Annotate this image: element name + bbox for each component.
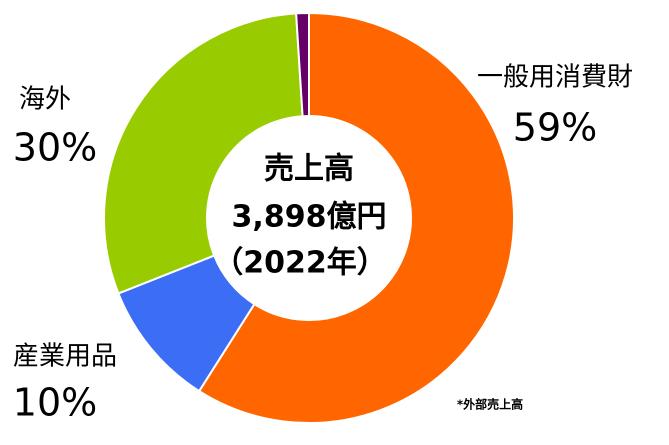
slice <box>103 12 304 295</box>
slice <box>197 11 515 424</box>
value-label: 59% <box>513 106 597 150</box>
center-total: 3,898億円 <box>232 200 387 235</box>
value-label: 30% <box>13 126 97 170</box>
slices <box>103 11 515 424</box>
slice <box>295 11 310 118</box>
center-year: （2022年） <box>213 246 387 281</box>
category-label: 一般用消費財 <box>477 63 633 93</box>
center-title: 売上高 <box>264 152 354 187</box>
category-label: 海外 <box>19 85 71 115</box>
category-label: 産業用品 <box>13 342 117 372</box>
value-label: 10% <box>13 381 97 425</box>
footnote: *外部売上高 <box>457 397 523 412</box>
